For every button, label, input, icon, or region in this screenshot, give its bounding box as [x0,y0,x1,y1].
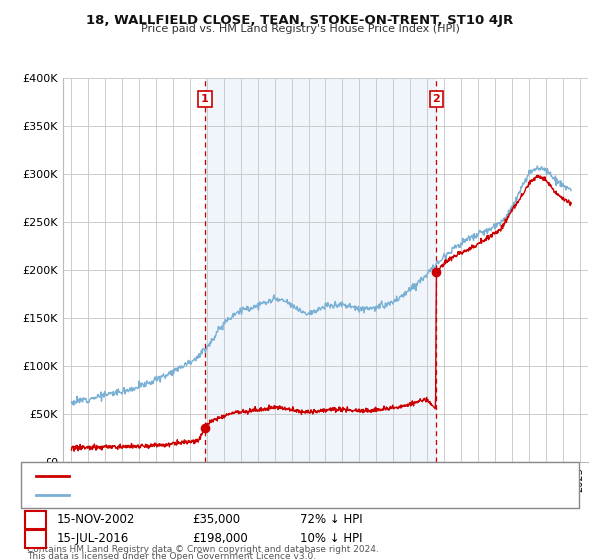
Text: 1: 1 [201,94,209,104]
Text: This data is licensed under the Open Government Licence v3.0.: This data is licensed under the Open Gov… [27,552,316,560]
Bar [205,78,436,462]
Text: 18, WALLFIELD CLOSE, TEAN, STOKE-ON-TRENT, ST10 4JR (detached house): 18, WALLFIELD CLOSE, TEAN, STOKE-ON-TREN… [78,471,472,481]
Text: 2: 2 [433,94,440,104]
Text: Price paid vs. HM Land Registry's House Price Index (HPI): Price paid vs. HM Land Registry's House … [140,24,460,34]
Text: £198,000: £198,000 [192,532,248,545]
Text: 10% ↓ HPI: 10% ↓ HPI [300,532,362,545]
Text: £35,000: £35,000 [192,513,240,526]
Text: 1: 1 [31,513,40,526]
Text: 15-JUL-2016: 15-JUL-2016 [57,532,129,545]
Text: HPI: Average price, detached house, Staffordshire Moorlands: HPI: Average price, detached house, Staf… [78,490,396,500]
Text: Contains HM Land Registry data © Crown copyright and database right 2024.: Contains HM Land Registry data © Crown c… [27,545,379,554]
Text: 72% ↓ HPI: 72% ↓ HPI [300,513,362,526]
Text: 15-NOV-2002: 15-NOV-2002 [57,513,136,526]
Text: 18, WALLFIELD CLOSE, TEAN, STOKE-ON-TRENT, ST10 4JR: 18, WALLFIELD CLOSE, TEAN, STOKE-ON-TREN… [86,14,514,27]
Text: 2: 2 [31,532,40,545]
